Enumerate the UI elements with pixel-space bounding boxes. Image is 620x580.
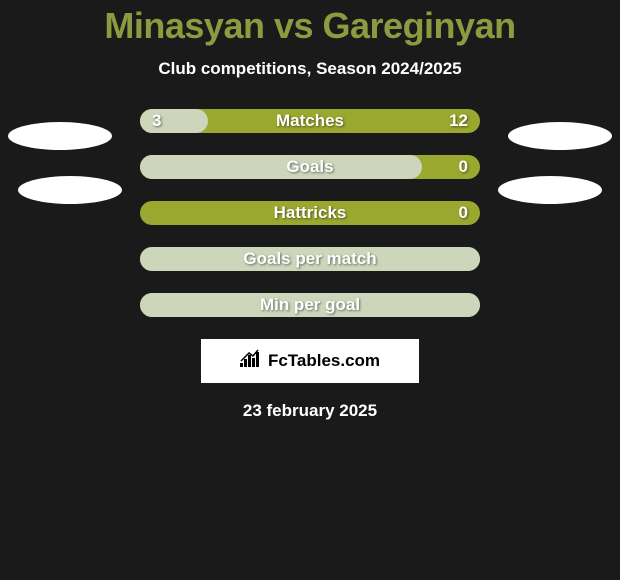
stat-value-right: 0 bbox=[459, 203, 468, 223]
stat-label: Hattricks bbox=[140, 203, 480, 223]
player-avatar-left-1 bbox=[8, 122, 112, 150]
stat-row-hattricks: Hattricks 0 bbox=[140, 201, 480, 225]
stat-row-goals: Goals 0 bbox=[140, 155, 480, 179]
player-avatar-right-1 bbox=[508, 122, 612, 150]
brand-logo-box[interactable]: FcTables.com bbox=[201, 339, 419, 383]
stat-row-goals-per-match: Goals per match bbox=[140, 247, 480, 271]
player-avatar-left-2 bbox=[18, 176, 122, 204]
stat-row-min-per-goal: Min per goal bbox=[140, 293, 480, 317]
brand-text: FcTables.com bbox=[268, 351, 380, 371]
stats-bars: 3 Matches 12 Goals 0 Hattricks 0 Goals p… bbox=[140, 109, 480, 317]
stat-row-matches: 3 Matches 12 bbox=[140, 109, 480, 133]
stat-label: Goals bbox=[140, 157, 480, 177]
chart-icon bbox=[240, 349, 264, 374]
footer-date: 23 february 2025 bbox=[0, 401, 620, 421]
stat-value-right: 12 bbox=[449, 111, 468, 131]
stat-label: Min per goal bbox=[140, 295, 480, 315]
player-avatar-right-2 bbox=[498, 176, 602, 204]
stat-value-right: 0 bbox=[459, 157, 468, 177]
stats-container: Minasyan vs Gareginyan Club competitions… bbox=[0, 0, 620, 421]
stat-label: Goals per match bbox=[140, 249, 480, 269]
stat-label: Matches bbox=[140, 111, 480, 131]
page-subtitle: Club competitions, Season 2024/2025 bbox=[0, 59, 620, 79]
page-title: Minasyan vs Gareginyan bbox=[0, 5, 620, 47]
